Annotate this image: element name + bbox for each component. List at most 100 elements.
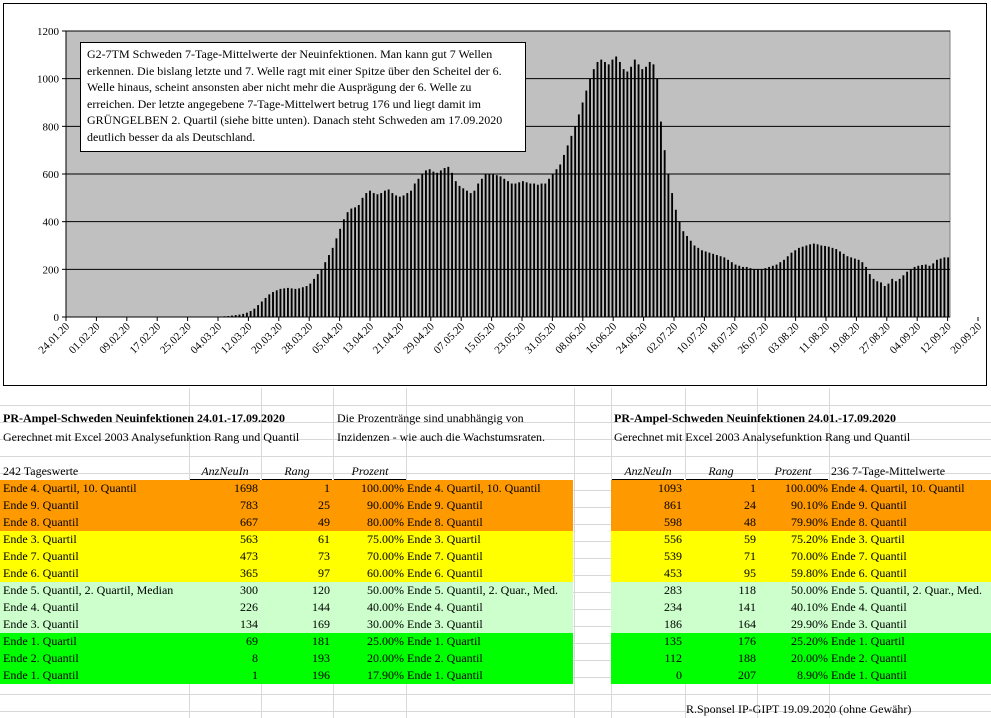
table-row: 556 59 75.20% Ende 3. Quartil — [611, 531, 991, 548]
grid-row-line — [0, 405, 991, 406]
row-prozent-value-right: 59.80% — [791, 566, 828, 580]
row-rang-value-right: 141 — [738, 600, 756, 614]
bar — [540, 183, 543, 317]
bar — [410, 190, 412, 317]
bar — [596, 61, 599, 317]
left-header-rang: Rang — [262, 463, 332, 480]
row-label: Ende 7. Quantil — [3, 549, 79, 563]
row-prozent-value-right: 79.90% — [791, 515, 828, 529]
left-header-prozent: Prozent — [334, 463, 406, 480]
row-label: Ende 3. Quantil — [3, 617, 79, 631]
bar — [760, 269, 763, 317]
bar — [551, 174, 554, 317]
bar — [738, 265, 741, 317]
x-tick-label: 02.07.20 — [644, 320, 680, 356]
x-tick-label: 10.07.20 — [675, 320, 711, 356]
row-label: Ende 4. Quartil, 10. Quantil — [3, 481, 137, 495]
x-tick-label: 23.05.20 — [492, 320, 528, 356]
row-anz-value: 667 — [240, 515, 258, 529]
table-row: Ende 1. Quantil 1 196 17.90% Ende 1. Quantil — [0, 667, 573, 684]
bar — [555, 169, 558, 317]
table-row: Ende 7. Quantil 473 73 70.00% Ende 7. Quanti… — [0, 548, 573, 565]
bar — [387, 189, 390, 317]
row-prozent-value-right: 100.00% — [785, 481, 828, 495]
bar — [790, 252, 793, 317]
table-row: 861 24 90.10% Ende 9. Quantil — [611, 497, 991, 514]
x-tick-label: 20.09.20 — [948, 320, 984, 356]
bar — [607, 64, 610, 317]
x-tick-label: 25.02.20 — [158, 320, 194, 356]
bar — [936, 259, 938, 317]
row-right-label: Ende 1. Quantil — [831, 668, 907, 682]
right-header-anz: AnzNeuIn — [612, 463, 684, 480]
row-rang-value: 196 — [312, 668, 330, 682]
bar — [611, 59, 614, 317]
row-rang-value: 73 — [318, 549, 330, 563]
bar — [495, 175, 498, 317]
row-anz-value-right: 1093 — [658, 481, 682, 495]
row-prozent-value: 70.00% — [367, 549, 404, 563]
row-prozent-value-right: 90.10% — [791, 498, 828, 512]
bar — [238, 314, 241, 317]
y-tick-label: 600 — [43, 169, 60, 181]
bar — [245, 312, 248, 317]
bar — [749, 268, 752, 317]
bar — [395, 195, 398, 317]
bar — [622, 69, 625, 317]
x-tick-label: 19.08.20 — [827, 320, 863, 356]
table-row: 0 207 8.90% Ende 1. Quantil — [611, 667, 991, 684]
bar — [704, 251, 707, 317]
bar — [850, 257, 853, 317]
bar — [839, 251, 841, 317]
bar — [260, 301, 263, 317]
bar — [361, 197, 364, 317]
bar — [600, 59, 603, 317]
grid-row-line — [0, 473, 991, 474]
bar — [753, 269, 756, 317]
row-rang-value: 193 — [312, 651, 330, 665]
row-rang-value: 49 — [318, 515, 330, 529]
row-right-label: Ende 9. Quantil — [831, 498, 907, 512]
grid-row-line — [0, 456, 991, 457]
y-tick-label: 800 — [43, 121, 60, 133]
bar — [581, 102, 584, 317]
row-prozent-value: 20.00% — [367, 651, 404, 665]
y-tick-label: 400 — [43, 217, 60, 229]
row-mid-label: Ende 2. Quantil — [407, 651, 483, 665]
bar — [484, 174, 487, 317]
bar — [719, 256, 722, 317]
x-tick-label: 21.04.20 — [371, 320, 407, 356]
row-rang-value-right: 176 — [738, 634, 756, 648]
row-anz-value: 8 — [252, 651, 258, 665]
bar — [320, 269, 323, 317]
bar — [533, 183, 536, 317]
bar — [346, 212, 349, 317]
bar — [268, 294, 271, 317]
bar — [786, 256, 789, 317]
bar — [898, 278, 901, 317]
bar — [574, 126, 577, 317]
row-prozent-value-right: 70.00% — [791, 549, 828, 563]
bar — [626, 71, 629, 318]
table-row: Ende 9. Quantil 783 25 90.00% Ende 9. Quanti… — [0, 497, 573, 514]
row-prozent-value-right: 40.10% — [791, 600, 828, 614]
bar — [824, 245, 826, 317]
bar — [633, 59, 636, 317]
x-tick-label: 17.02.20 — [128, 320, 164, 356]
bar — [406, 193, 409, 317]
bar — [309, 283, 312, 317]
bar — [257, 305, 260, 317]
bar — [902, 275, 905, 317]
row-prozent-value: 17.90% — [367, 668, 404, 682]
row-prozent-value: 30.00% — [367, 617, 404, 631]
bar — [507, 181, 509, 317]
row-label: Ende 5. Quantil, 2. Quartil, Median — [3, 583, 174, 597]
left-header-anz: AnzNeuIn — [190, 463, 260, 480]
bar — [615, 56, 618, 317]
table-row: 186 164 29.90% Ende 3. Quantil — [611, 616, 991, 633]
row-anz-value-right: 539 — [664, 549, 682, 563]
row-anz-value: 134 — [240, 617, 258, 631]
bar — [585, 90, 588, 317]
left-table-subtitle: Gerechnet mit Excel 2003 Analysefunktion… — [3, 430, 300, 444]
bar — [693, 245, 696, 317]
